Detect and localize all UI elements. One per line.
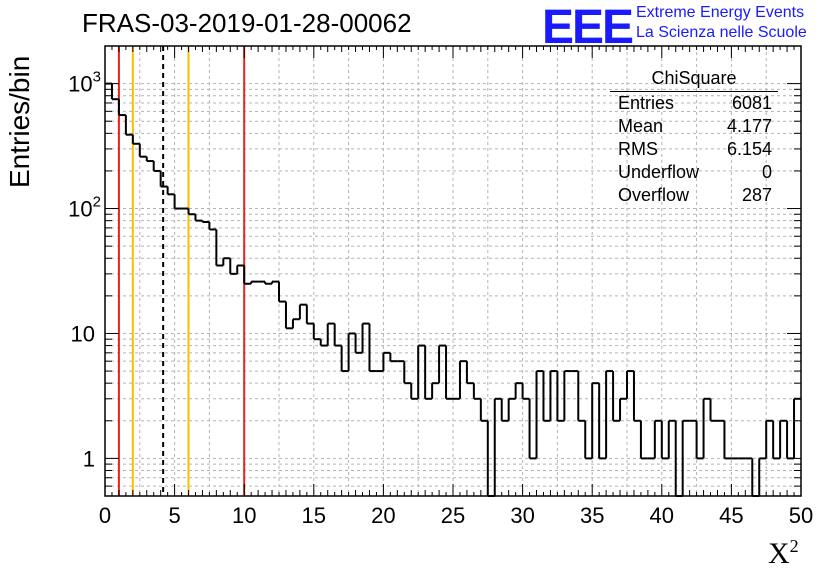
stats-value: 287 bbox=[741, 185, 772, 205]
stats-row-overflow: Overflow 287 bbox=[610, 184, 778, 207]
stats-value: 6081 bbox=[731, 93, 772, 113]
logo-caption-line2: La Scienza nelle Scuole bbox=[636, 24, 807, 41]
stats-row-mean: Mean 4.177 bbox=[610, 115, 778, 138]
stats-label: Entries bbox=[618, 93, 675, 113]
y-axis-label: Entries/bin bbox=[4, 55, 35, 188]
x-tick-label: 5 bbox=[168, 503, 180, 528]
x-tick-label: 15 bbox=[302, 503, 326, 528]
logo-caption-line1: Extreme Energy Events bbox=[636, 4, 805, 21]
stats-value: 6.154 bbox=[726, 139, 772, 159]
x-tick-label: 40 bbox=[650, 503, 674, 528]
x-tick-label: 25 bbox=[441, 503, 465, 528]
x-tick-label: 35 bbox=[580, 503, 604, 528]
stats-row-underflow: Underflow 0 bbox=[610, 161, 778, 184]
y-tick-label: 1 bbox=[83, 446, 95, 471]
stats-label: Overflow bbox=[618, 185, 690, 205]
y-tick-label: 10 bbox=[71, 321, 95, 346]
stats-value: 0 bbox=[761, 162, 772, 182]
x-tick-label: 0 bbox=[99, 503, 111, 528]
x-tick-label: 30 bbox=[510, 503, 534, 528]
x-tick-label: 50 bbox=[789, 503, 813, 528]
stats-row-rms: RMS 6.154 bbox=[610, 138, 778, 161]
stats-label: RMS bbox=[618, 139, 658, 159]
stats-label: Underflow bbox=[618, 162, 700, 182]
eee-logo-mark: EEE bbox=[542, 1, 634, 54]
x-tick-label: 10 bbox=[232, 503, 256, 528]
x-tick-label: 45 bbox=[719, 503, 743, 528]
y-tick-label: 103 bbox=[68, 69, 101, 97]
x-axis-label-base: X bbox=[768, 537, 790, 570]
chart-title: FRAS-03-2019-01-28-00062 bbox=[82, 8, 412, 38]
stats-box: ChiSquare Entries 6081 Mean 4.177 RMS 6.… bbox=[610, 68, 778, 207]
stats-label: Mean bbox=[618, 116, 664, 136]
stats-value: 4.177 bbox=[726, 116, 772, 136]
eee-logo: EEE Extreme Energy Events La Scienza nel… bbox=[542, 1, 832, 54]
x-axis-label-exponent: 2 bbox=[789, 536, 799, 556]
x-tick-label: 20 bbox=[371, 503, 395, 528]
stats-row-entries: Entries 6081 bbox=[610, 92, 778, 115]
stats-title: ChiSquare bbox=[610, 68, 778, 92]
x-axis-label: X2 bbox=[768, 536, 799, 571]
y-tick-label: 102 bbox=[68, 194, 101, 222]
